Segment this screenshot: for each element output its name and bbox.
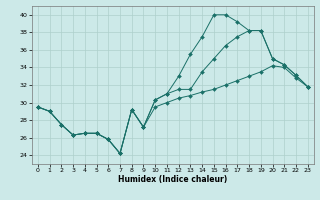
- X-axis label: Humidex (Indice chaleur): Humidex (Indice chaleur): [118, 175, 228, 184]
